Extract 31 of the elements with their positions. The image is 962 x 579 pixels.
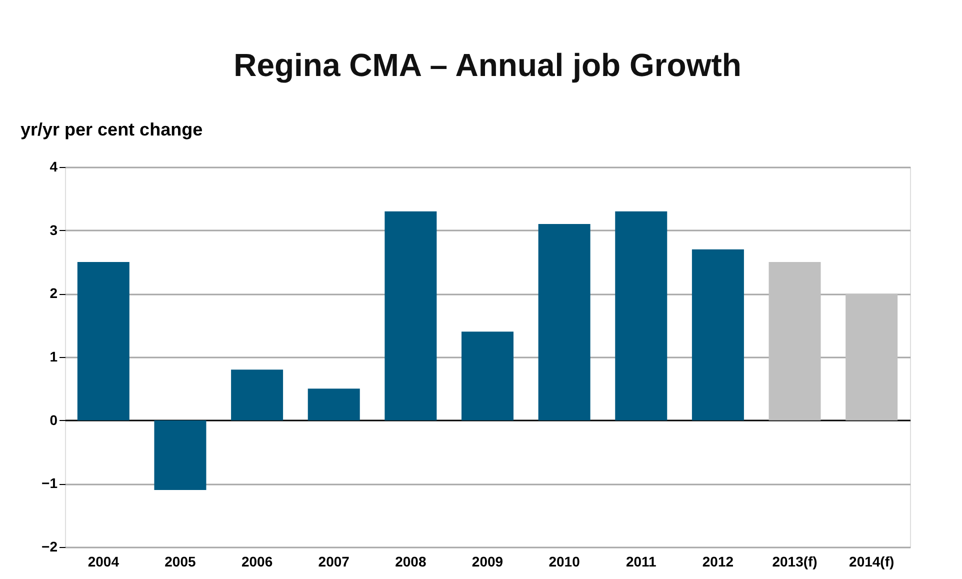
bar	[77, 262, 130, 420]
x-tick-label: 2009	[472, 554, 504, 570]
bar	[768, 262, 821, 420]
chart-title: Regina CMA – Annual job Growth	[234, 47, 742, 83]
bar	[462, 332, 514, 420]
y-tick-label: 1	[50, 348, 58, 364]
x-tick-label: 2014(f)	[849, 554, 894, 570]
x-tick-label: 2004	[88, 554, 120, 570]
y-tick-label: 0	[50, 412, 58, 428]
y-tick-label: −1	[42, 475, 58, 492]
x-tick-label: 2011	[626, 554, 657, 570]
x-tick-label: 2008	[395, 554, 426, 570]
x-tick-label: 2005	[164, 554, 196, 570]
x-tick-label: 2012	[702, 554, 734, 570]
bar	[846, 294, 898, 420]
bar	[615, 211, 668, 420]
bar	[538, 224, 590, 420]
bar	[692, 249, 744, 420]
y-axis-title: yr/yr per cent change	[20, 120, 203, 140]
y-tick-label: 3	[50, 222, 58, 238]
x-tick-label: 2007	[318, 554, 350, 570]
bar	[154, 420, 206, 490]
bar	[308, 388, 360, 420]
x-tick-label: 2013(f)	[772, 554, 818, 570]
y-tick-label: 4	[50, 158, 58, 174]
bar	[384, 211, 437, 420]
x-tick-label: 2006	[241, 554, 273, 570]
y-tick-label: −2	[42, 538, 58, 554]
y-tick-label: 2	[50, 285, 58, 302]
x-tick-label: 2010	[548, 554, 580, 570]
bar	[231, 370, 284, 420]
